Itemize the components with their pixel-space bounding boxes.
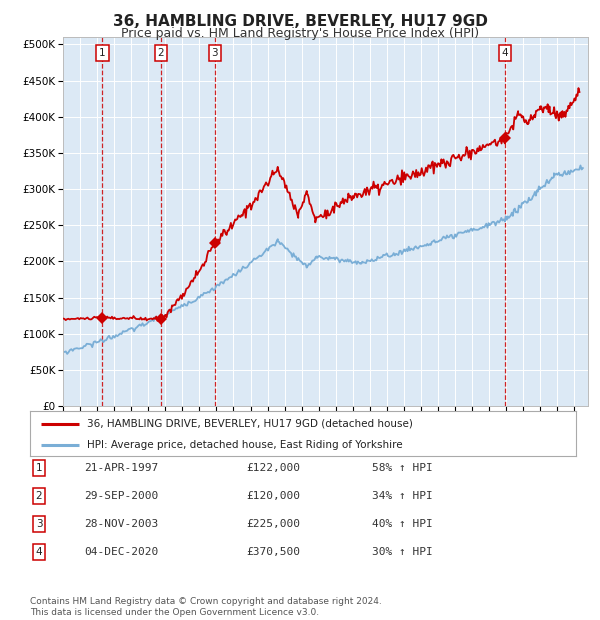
Text: 3: 3 — [212, 48, 218, 58]
Text: £122,000: £122,000 — [246, 463, 300, 473]
Text: 29-SEP-2000: 29-SEP-2000 — [84, 491, 158, 501]
Text: 3: 3 — [35, 519, 43, 529]
Text: 34% ↑ HPI: 34% ↑ HPI — [372, 491, 433, 501]
Text: 28-NOV-2003: 28-NOV-2003 — [84, 519, 158, 529]
Text: £225,000: £225,000 — [246, 519, 300, 529]
Text: Price paid vs. HM Land Registry's House Price Index (HPI): Price paid vs. HM Land Registry's House … — [121, 27, 479, 40]
Text: 2: 2 — [158, 48, 164, 58]
Text: 4: 4 — [502, 48, 508, 58]
Text: 4: 4 — [35, 547, 43, 557]
Text: 36, HAMBLING DRIVE, BEVERLEY, HU17 9GD: 36, HAMBLING DRIVE, BEVERLEY, HU17 9GD — [113, 14, 487, 29]
Text: 21-APR-1997: 21-APR-1997 — [84, 463, 158, 473]
Text: HPI: Average price, detached house, East Riding of Yorkshire: HPI: Average price, detached house, East… — [88, 440, 403, 450]
Text: 36, HAMBLING DRIVE, BEVERLEY, HU17 9GD (detached house): 36, HAMBLING DRIVE, BEVERLEY, HU17 9GD (… — [88, 418, 413, 428]
Text: 40% ↑ HPI: 40% ↑ HPI — [372, 519, 433, 529]
Text: 1: 1 — [99, 48, 106, 58]
Text: £370,500: £370,500 — [246, 547, 300, 557]
Text: 2: 2 — [35, 491, 43, 501]
Text: 1: 1 — [35, 463, 43, 473]
Text: £120,000: £120,000 — [246, 491, 300, 501]
Text: Contains HM Land Registry data © Crown copyright and database right 2024.
This d: Contains HM Land Registry data © Crown c… — [30, 598, 382, 617]
Text: 30% ↑ HPI: 30% ↑ HPI — [372, 547, 433, 557]
Text: 04-DEC-2020: 04-DEC-2020 — [84, 547, 158, 557]
Text: 58% ↑ HPI: 58% ↑ HPI — [372, 463, 433, 473]
